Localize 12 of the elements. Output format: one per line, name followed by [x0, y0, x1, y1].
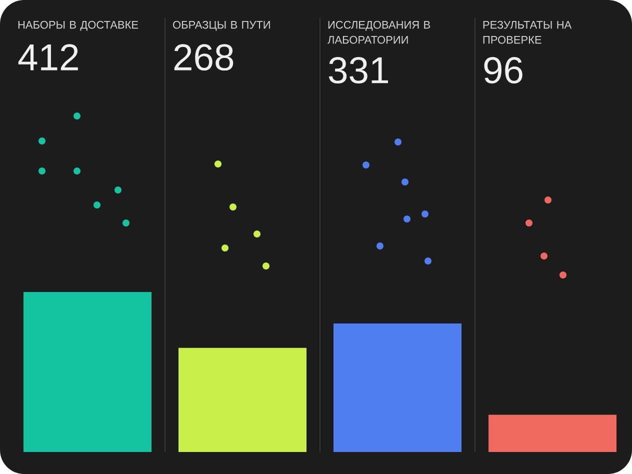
bar	[488, 414, 616, 452]
bar	[178, 348, 307, 452]
data-label: 412	[18, 44, 78, 70]
bar	[24, 292, 152, 452]
x-tick-label: ОБРАЗЦЫ В ПУТИ	[173, 20, 270, 31]
x-tick-label: РЕЗУЛЬТАТЫ НА ПРОВЕРКЕ	[483, 20, 572, 44]
x-tick-label: НАБОРЫ В ДОСТАВКЕ	[18, 20, 138, 31]
data-label: 96	[484, 57, 522, 84]
data-label: 268	[174, 44, 234, 71]
data-label: 331	[328, 57, 388, 84]
x-tick-label: ИССЛЕДОВАНИЯ В ЛАБОРАТОРИИ	[328, 20, 430, 44]
bar	[334, 323, 462, 452]
